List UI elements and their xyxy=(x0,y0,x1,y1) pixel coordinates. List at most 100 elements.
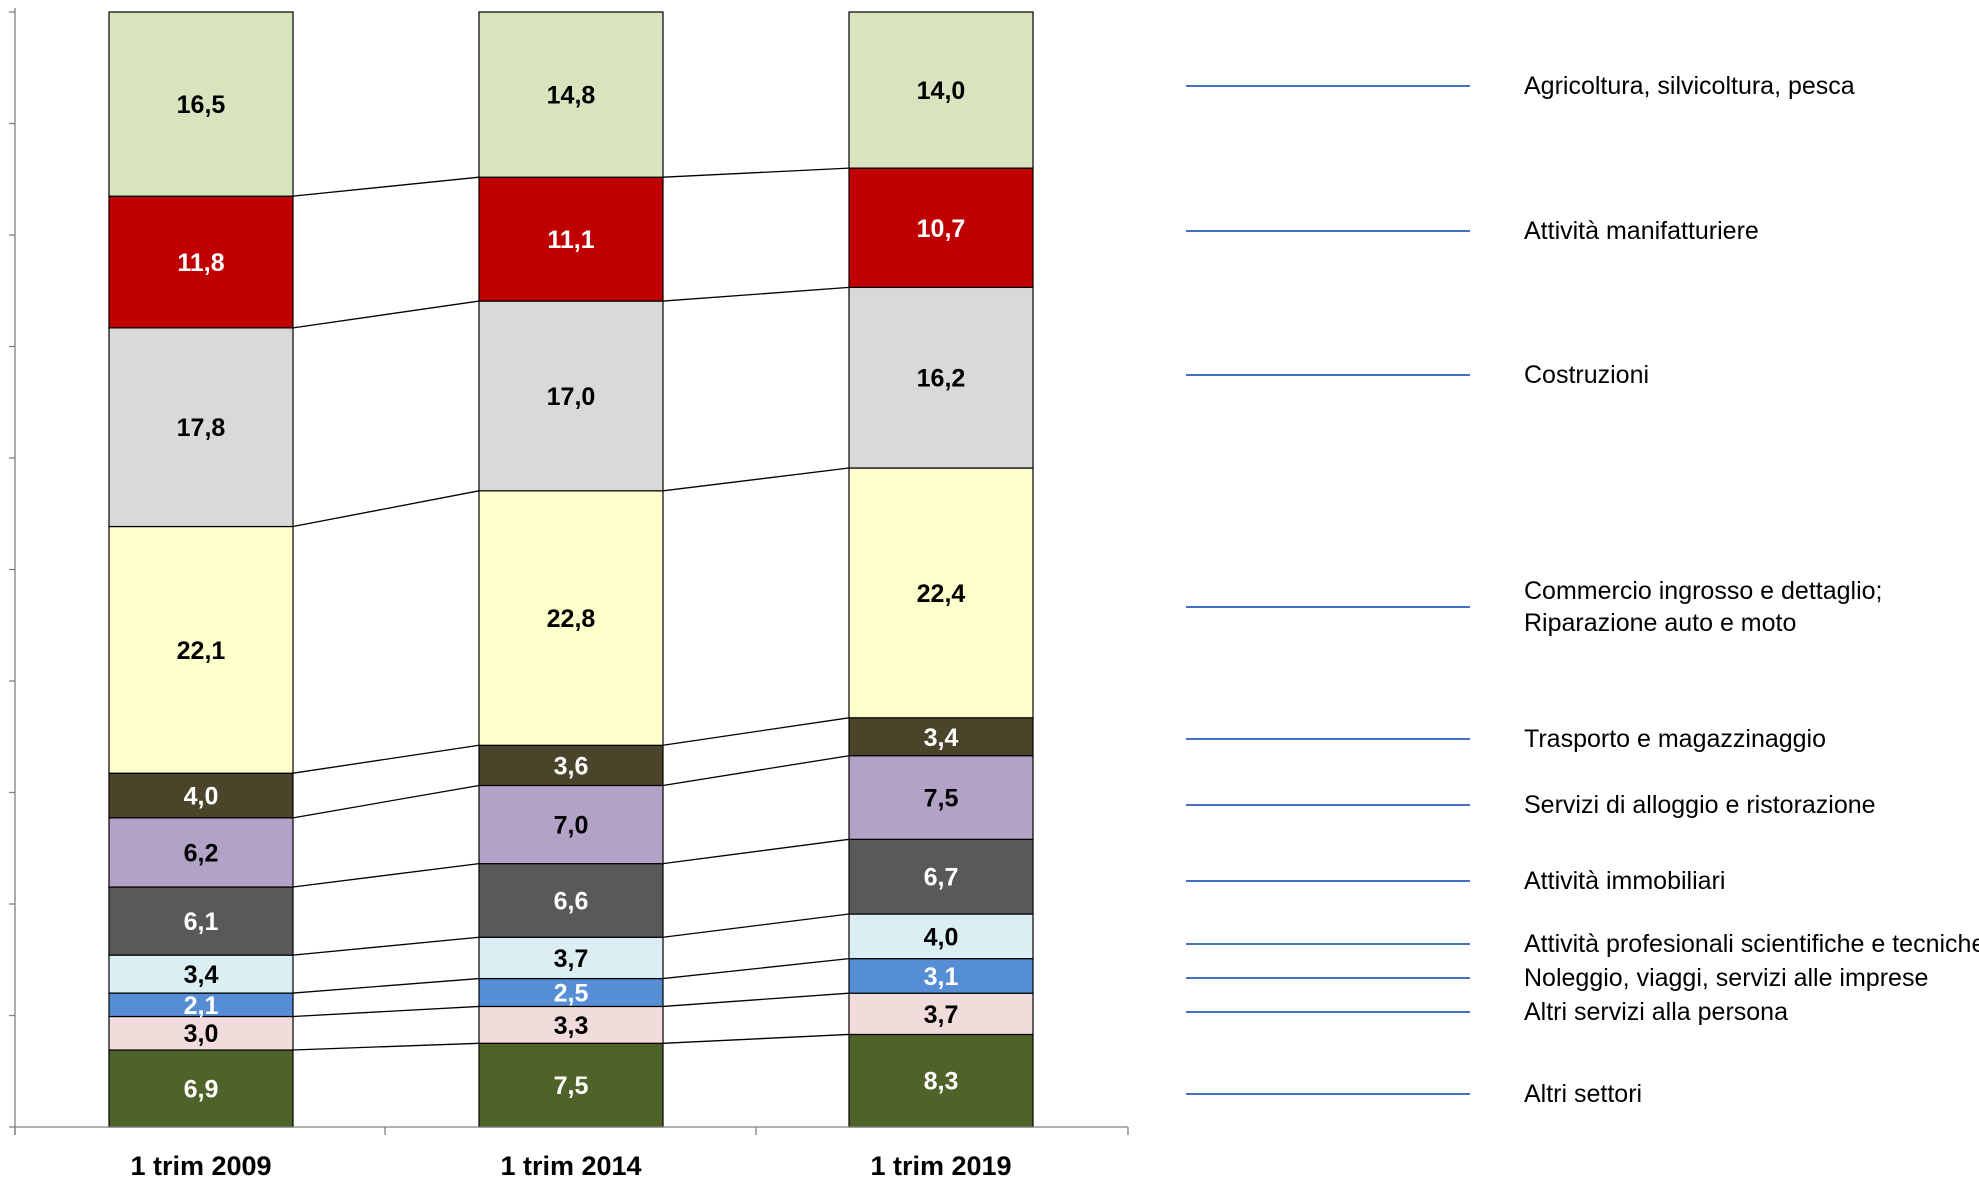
data-label-noleggio-viaggi-servizi-alle-imprese-3: 3,1 xyxy=(924,963,959,991)
connector-line-8-1 xyxy=(292,490,480,528)
bar-segment-agricoltura-silvicoltura-pesca-1 xyxy=(108,11,294,197)
legend-label-costruzioni: Costruzioni xyxy=(1524,361,1649,389)
legend-label-altri-servizi-alla-persona: Altri servizi alla persona xyxy=(1524,998,1788,1026)
bar-segment-altri-servizi-alla-persona-1 xyxy=(108,1015,294,1051)
axes-group: 1 trim 2009 1 trim 2014 1 trim 2019 xyxy=(9,8,1129,1181)
connector-line-10-1 xyxy=(292,176,480,197)
data-label-servizi-di-alloggio-e-ristorazione-2: 7,0 xyxy=(554,812,589,840)
data-label-servizi-di-alloggio-e-ristorazione-3: 7,5 xyxy=(924,785,959,813)
data-label-servizi-di-alloggio-e-ristorazione-1: 6,2 xyxy=(184,839,219,867)
data-label-attivita-immobiliari-1: 6,1 xyxy=(184,908,219,936)
connector-line-4-2 xyxy=(662,913,850,938)
connector-line-5-1 xyxy=(292,862,480,888)
data-label-attivita-immobiliari-3: 6,7 xyxy=(924,864,959,892)
bar-segment-noleggio-viaggi-servizi-alle-imprese-2 xyxy=(478,977,664,1008)
data-label-altri-servizi-alla-persona-2: 3,3 xyxy=(554,1012,589,1040)
connector-line-9-1 xyxy=(292,300,480,329)
x-tick-label-3: 1 trim 2019 xyxy=(870,1151,1011,1177)
connector-line-1-2 xyxy=(662,1033,850,1044)
bar-segment-attivita-immobiliari-3 xyxy=(848,838,1034,915)
data-label-altri-settori-1: 6,9 xyxy=(184,1075,219,1103)
legend-label-trasporto-e-magazzinaggio: Trasporto e magazzinaggio xyxy=(1524,725,1826,753)
bar-segment-trasporto-e-magazzinaggio-2 xyxy=(478,744,664,787)
connector-line-3-1 xyxy=(292,977,480,994)
data-label-costruzioni-3: 16,2 xyxy=(917,365,966,393)
legend-group: Altri settori Altri servizi alla persona N… xyxy=(1186,72,1979,1108)
data-label-attivita-profesionali-scientifiche-e-tecniche-3: 4,0 xyxy=(924,923,959,951)
connector-line-1-1 xyxy=(292,1042,480,1051)
x-tick-label-2: 1 trim 2014 xyxy=(500,1151,641,1177)
data-label-noleggio-viaggi-servizi-alle-imprese-2: 2,5 xyxy=(554,980,589,1008)
bar-segment-costruzioni-2 xyxy=(478,300,664,492)
bar-segment-commercio-ingrosso-e-dettaglio-riparazione-auto-e-moto-1 xyxy=(108,525,294,774)
legend-label-altri-settori: Altri settori xyxy=(1524,1080,1642,1108)
connector-line-5-2 xyxy=(662,838,850,865)
bars-group: 6,9 7,5 8,3 3,0 3,3 3,7 2,1 2,5 3,1 3,4 3,7 4,0 6,1 6… xyxy=(108,11,1034,1128)
data-label-trasporto-e-magazzinaggio-1: 4,0 xyxy=(184,783,219,811)
data-label-costruzioni-2: 17,0 xyxy=(547,383,596,411)
data-label-noleggio-viaggi-servizi-alle-imprese-1: 2,1 xyxy=(184,992,219,1020)
legend-label-attivita-profesionali-scientifiche-e-tecniche: Attività profesionali scientifiche e tec… xyxy=(1524,930,1979,958)
connector-line-3-2 xyxy=(662,957,850,980)
x-tick-label-1: 1 trim 2009 xyxy=(130,1151,271,1177)
bar-segment-costruzioni-3 xyxy=(848,286,1034,469)
data-label-attivita-manifatturiere-2: 11,1 xyxy=(547,226,594,254)
connector-line-2-2 xyxy=(662,992,850,1008)
bar-segment-attivita-profesionali-scientifiche-e-tecniche-2 xyxy=(478,936,664,980)
data-label-trasporto-e-magazzinaggio-3: 3,4 xyxy=(924,724,959,752)
bar-segment-agricoltura-silvicoltura-pesca-3 xyxy=(848,11,1034,169)
bar-segment-altri-settori-2 xyxy=(478,1042,664,1128)
data-label-attivita-manifatturiere-3: 10,7 xyxy=(917,215,966,243)
data-label-altri-servizi-alla-persona-1: 3,0 xyxy=(184,1020,219,1048)
bar-segment-attivita-manifatturiere-2 xyxy=(478,176,664,302)
bar-segment-attivita-manifatturiere-1 xyxy=(108,195,294,329)
bar-segment-altri-servizi-alla-persona-3 xyxy=(848,992,1034,1036)
legend-label-attivita-manifatturiere: Attività manifatturiere xyxy=(1524,217,1759,245)
data-label-commercio-ingrosso-e-dettaglio-riparazione-auto-e-moto-3: 22,4 xyxy=(917,580,966,608)
bar-segment-commercio-ingrosso-e-dettaglio-riparazione-auto-e-moto-3 xyxy=(848,467,1034,719)
legend-label-agricoltura-silvicoltura-pesca: Agricoltura, silvicoltura, pesca xyxy=(1524,72,1855,100)
connector-line-10-2 xyxy=(662,167,850,178)
connector-line-6-1 xyxy=(292,784,480,819)
legend-label-noleggio-viaggi-servizi-alle-imprese: Noleggio, viaggi, servizi alle imprese xyxy=(1524,964,1928,992)
data-label-altri-settori-3: 8,3 xyxy=(924,1068,959,1096)
data-label-attivita-profesionali-scientifiche-e-tecniche-2: 3,7 xyxy=(554,945,589,973)
legend-label-commercio-ingrosso-e-dettaglio-riparazione-auto-e-moto-1: Commercio ingrosso e dettaglio; xyxy=(1524,577,1883,605)
legend-label-attivita-immobiliari: Attività immobiliari xyxy=(1524,867,1725,895)
connector-line-7-1 xyxy=(292,744,480,774)
bar-segment-attivita-immobiliari-2 xyxy=(478,862,664,938)
data-label-altri-servizi-alla-persona-3: 3,7 xyxy=(924,1001,959,1029)
connector-line-9-2 xyxy=(662,286,850,302)
data-label-agricoltura-silvicoltura-pesca-2: 14,8 xyxy=(547,82,596,110)
data-label-attivita-immobiliari-2: 6,6 xyxy=(554,887,589,915)
data-label-commercio-ingrosso-e-dettaglio-riparazione-auto-e-moto-2: 22,8 xyxy=(547,605,596,633)
bar-segment-altri-settori-1 xyxy=(108,1049,294,1128)
bar-segment-trasporto-e-magazzinaggio-3 xyxy=(848,717,1034,757)
legend-label-servizi-di-alloggio-e-ristorazione: Servizi di alloggio e ristorazione xyxy=(1524,791,1876,819)
data-label-agricoltura-silvicoltura-pesca-1: 16,5 xyxy=(177,91,226,119)
connector-lines xyxy=(292,167,850,1051)
data-label-commercio-ingrosso-e-dettaglio-riparazione-auto-e-moto-1: 22,1 xyxy=(177,637,226,665)
data-label-attivita-profesionali-scientifiche-e-tecniche-1: 3,4 xyxy=(184,961,219,989)
bar-segment-servizi-di-alloggio-e-ristorazione-3 xyxy=(848,755,1034,840)
bar-segment-attivita-profesionali-scientifiche-e-tecniche-1 xyxy=(108,954,294,994)
connector-line-2-1 xyxy=(292,1005,480,1018)
bar-segment-altri-settori-3 xyxy=(848,1033,1034,1128)
connector-line-4-1 xyxy=(292,936,480,956)
bar-segment-attivita-manifatturiere-3 xyxy=(848,167,1034,289)
connector-line-8-2 xyxy=(662,467,850,492)
connector-line-7-2 xyxy=(662,717,850,746)
bar-segment-altri-servizi-alla-persona-2 xyxy=(478,1005,664,1044)
data-label-trasporto-e-magazzinaggio-2: 3,6 xyxy=(554,752,589,780)
connector-line-6-2 xyxy=(662,755,850,787)
bar-segment-commercio-ingrosso-e-dettaglio-riparazione-auto-e-moto-2 xyxy=(478,490,664,746)
bar-segment-noleggio-viaggi-servizi-alle-imprese-3 xyxy=(848,958,1034,994)
data-label-agricoltura-silvicoltura-pesca-3: 14,0 xyxy=(917,77,966,105)
data-label-costruzioni-1: 17,8 xyxy=(177,414,226,442)
data-label-altri-settori-2: 7,5 xyxy=(554,1072,589,1100)
legend-label-commercio-ingrosso-e-dettaglio-riparazione-auto-e-moto-2: Riparazione auto e moto xyxy=(1524,609,1796,637)
bar-segment-agricoltura-silvicoltura-pesca-2 xyxy=(478,11,664,178)
bar-segment-costruzioni-1 xyxy=(108,327,294,528)
